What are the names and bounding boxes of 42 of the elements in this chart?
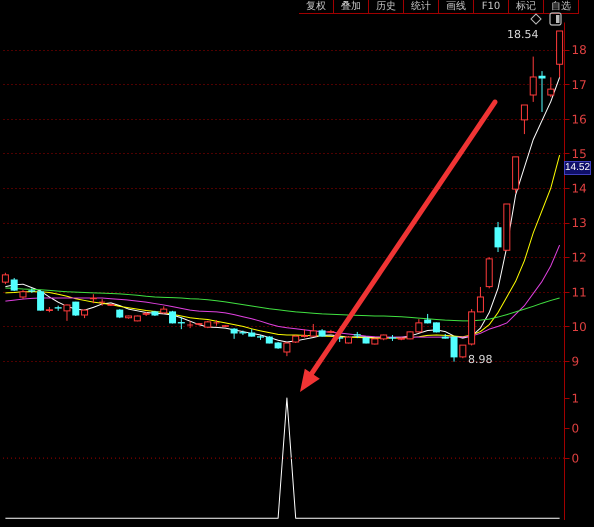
candlestick: [310, 323, 317, 338]
candlestick: [459, 344, 466, 359]
text: 14.52: [564, 161, 592, 175]
candlestick: [520, 104, 528, 135]
candlestick: [178, 316, 185, 330]
candlestick: [63, 304, 70, 322]
text: 画线: [439, 0, 474, 14]
y-tick-label: 1: [572, 392, 580, 406]
y-tick-label: 10: [572, 320, 587, 334]
y-tick-label: 12: [572, 250, 587, 265]
y-tick-label: 16: [572, 112, 587, 126]
candlestick: [10, 277, 18, 292]
y-tick-label: 18: [572, 43, 587, 58]
text: 统计: [404, 0, 439, 14]
y-tick-label: 15: [572, 146, 587, 161]
y-tick-label: 0: [572, 452, 580, 466]
y-tick-label: 17: [572, 78, 587, 92]
candlestick: [476, 286, 484, 314]
text: F10: [474, 0, 509, 14]
candlestick: [72, 300, 80, 317]
text: 复权: [299, 0, 334, 14]
text: 自选: [544, 0, 579, 14]
candlestick: [283, 341, 290, 357]
candlestick: [37, 290, 44, 312]
y-tick-label: 11: [572, 285, 587, 300]
y-tick-label: 0: [572, 422, 580, 436]
candlestick: [415, 318, 422, 334]
annotation: 8.98: [467, 353, 494, 367]
y-tick-label: 13: [572, 216, 587, 230]
text: 历史: [369, 0, 404, 14]
candlestick: [230, 328, 238, 340]
candlestick: [450, 336, 458, 362]
text: 标记: [509, 0, 544, 14]
candlestick: [530, 56, 537, 102]
candlestick: [547, 76, 554, 98]
candlestick: [538, 70, 546, 112]
candlestick: [494, 221, 502, 253]
y-tick-label: 14: [572, 182, 587, 196]
annotation: 18.54: [506, 28, 540, 42]
candlestick: [169, 310, 176, 324]
text: 叠加: [334, 0, 369, 14]
y-tick-label: 9: [572, 354, 580, 368]
